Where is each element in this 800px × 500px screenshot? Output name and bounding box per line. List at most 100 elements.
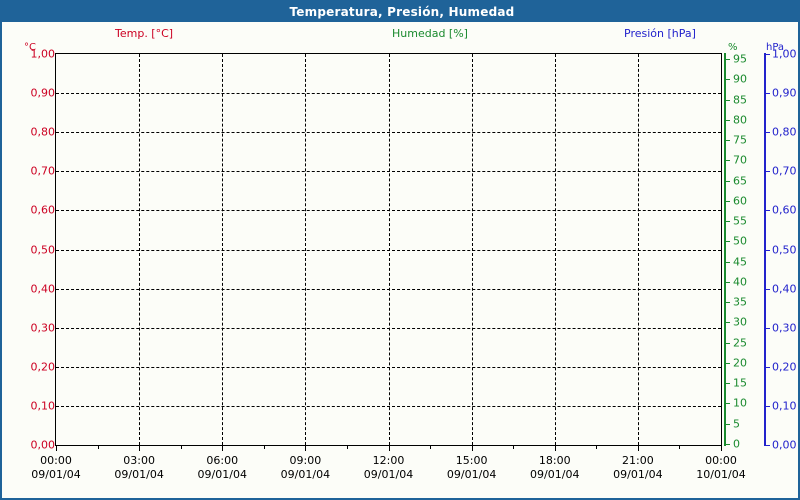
x-axis-tick-label: 21:00 09/01/04 (593, 454, 683, 482)
green-axis-tick-mark (726, 281, 730, 283)
blue-axis-tick-label: 0,20 (772, 360, 797, 374)
x-axis-date: 09/01/04 (363, 468, 414, 481)
green-axis-tick-label: 55 (733, 214, 747, 228)
left-temperature-axis: 1,00 0,90 0,80 0,70 0,60 0,50 0,40 0,30 0,20 0,10… (2, 48, 56, 452)
left-axis-tick-label: 0,70 (30, 164, 56, 178)
right-humidity-axis: 95 90 85 80 75 70 65 60 55 50 45 40 35 30 25 20 15 10 5 0 (724, 53, 764, 451)
gridline-vertical (222, 54, 224, 445)
gridline-vertical (305, 54, 307, 445)
right-pressure-axis: 1,00 0,90 0,80 0,70 0,60 0,50 0,40 0,30 0,20 0,10… (764, 48, 798, 452)
green-axis-tick-label: 30 (733, 315, 747, 329)
green-axis-tick-mark (726, 180, 730, 182)
blue-axis-tick-label: 0,30 (772, 321, 797, 335)
x-axis-minor-tick-mark (180, 446, 182, 449)
blue-axis-tick-mark (766, 171, 770, 173)
left-axis-unit: °C (24, 42, 36, 53)
legend-temperature: Temp. [°C] (115, 27, 174, 40)
green-axis-tick-label: 40 (733, 275, 747, 289)
x-axis-tick-mark (471, 446, 473, 451)
x-axis-time: 06:00 (206, 454, 239, 467)
x-axis-tick-label: 03:00 09/01/04 (94, 454, 184, 482)
x-axis-tick-label: 18:00 09/01/04 (510, 454, 600, 482)
gridline-vertical (388, 54, 390, 445)
blue-axis-tick-label: 0,70 (772, 164, 797, 178)
left-axis-tick-label: 0,90 (30, 86, 56, 100)
gridline-vertical (471, 54, 473, 445)
x-axis-tick-label: 06:00 09/01/04 (177, 454, 267, 482)
green-axis-tick-mark (726, 221, 730, 223)
x-axis-tick-mark (721, 446, 722, 451)
blue-axis-tick-label: 0,60 (772, 203, 797, 217)
green-axis-tick-label: 15 (733, 376, 747, 390)
green-axis-tick-label: 65 (733, 174, 747, 188)
green-axis-tick-mark (726, 200, 730, 202)
x-axis-tick-mark (222, 446, 224, 451)
green-axis-tick-label: 5 (733, 417, 740, 431)
x-axis-time: 00:00 (40, 454, 72, 467)
x-axis-time: 18:00 (538, 454, 571, 467)
green-axis-tick-mark (726, 342, 730, 344)
left-axis-tick-label: 0,50 (30, 243, 56, 256)
blue-axis-tick-mark (766, 288, 770, 290)
left-axis-tick-label: 0,00 (30, 438, 56, 452)
blue-axis-tick-label: 0,80 (772, 125, 797, 139)
gridline-vertical (637, 54, 639, 445)
blue-axis-tick-mark (766, 405, 770, 407)
x-axis-minor-tick-mark (513, 446, 515, 449)
x-axis-date: 09/01/04 (31, 468, 81, 481)
plot-area (55, 53, 722, 446)
green-axis-tick-label: 20 (733, 356, 747, 370)
blue-axis-tick-label: 0,90 (772, 86, 797, 100)
x-axis-tick-mark (56, 446, 57, 451)
left-axis-tick-label: 0,80 (30, 125, 56, 139)
x-axis-date: 10/01/04 (696, 468, 746, 481)
x-axis-tick-mark (305, 446, 307, 451)
green-axis-tick-mark (726, 322, 730, 324)
x-axis-date: 09/01/04 (197, 468, 247, 481)
legend-humidity: Humedad [%] (392, 27, 468, 40)
x-axis-tick-mark (554, 446, 556, 451)
blue-axis-tick-mark (766, 93, 770, 95)
green-axis-tick-label: 35 (733, 295, 747, 309)
green-axis-tick-mark (726, 423, 730, 425)
green-axis-tick-mark (726, 79, 730, 81)
green-axis-tick-label: 10 (733, 396, 747, 410)
x-axis-time: 03:00 (123, 454, 155, 467)
left-axis-tick-label: 0,60 (30, 203, 56, 217)
green-axis-tick-mark (726, 403, 730, 405)
x-axis-minor-tick-mark (346, 446, 348, 449)
green-axis-tick-label: 85 (733, 93, 747, 107)
window-title: Temperatura, Presión, Humedad (2, 2, 798, 22)
blue-axis-tick-mark (766, 327, 770, 329)
green-axis-tick-label: 25 (733, 336, 747, 350)
x-axis-tick-label: 15:00 09/01/04 (427, 454, 517, 482)
green-axis-tick-label: 60 (733, 194, 747, 208)
left-axis-tick-label: 0,10 (30, 399, 56, 413)
legend-pressure: Presión [hPa] (624, 27, 696, 40)
left-axis-tick-label: 0,30 (30, 321, 56, 335)
blue-axis-tick-label: 0,00 (772, 438, 797, 452)
left-axis-tick-label: 0,20 (30, 360, 56, 374)
green-axis-tick-label: 50 (733, 234, 747, 248)
green-axis-tick-mark (726, 140, 730, 142)
x-axis-minor-tick-mark (679, 446, 681, 449)
green-axis-tick-mark (726, 362, 730, 364)
green-axis-tick-mark (726, 444, 730, 445)
x-axis-tick-label: 00:00 10/01/04 (676, 454, 766, 482)
green-axis-tick-label: 75 (733, 133, 747, 147)
gridline-vertical (554, 54, 556, 445)
x-axis-tick-label: 12:00 09/01/04 (344, 454, 434, 482)
x-axis-tick-mark (139, 446, 141, 451)
green-axis-tick-mark (726, 99, 730, 101)
green-axis-tick-label: 90 (733, 72, 747, 86)
blue-axis-tick-label: 0,50 (772, 243, 797, 256)
blue-axis-tick-mark (766, 132, 770, 134)
blue-axis-tick-label: 0,10 (772, 399, 797, 413)
green-axis-tick-mark (726, 383, 730, 385)
x-axis-minor-tick-mark (596, 446, 598, 449)
x-axis-date: 09/01/04 (280, 468, 331, 481)
x-axis-tick-label: 09:00 09/01/04 (260, 454, 350, 482)
x-axis-time: 15:00 (455, 454, 488, 467)
x-axis-minor-tick-mark (263, 446, 265, 449)
